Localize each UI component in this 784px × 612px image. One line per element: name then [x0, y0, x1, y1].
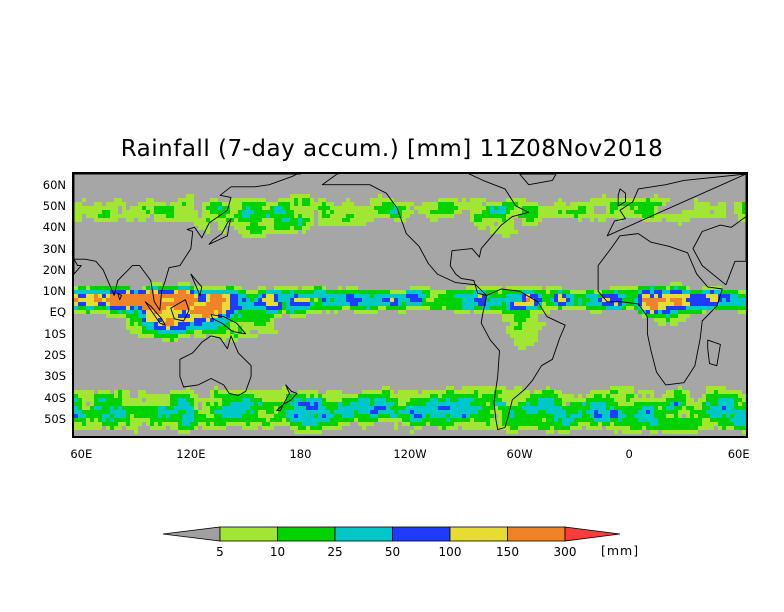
- rainfall-layer: [74, 194, 746, 434]
- colorbar-tick-label: 10: [269, 545, 286, 559]
- colorbar-tick-label: 100: [438, 545, 462, 559]
- lat-label: 30N: [42, 241, 66, 256]
- coastline-greenland: [519, 174, 557, 186]
- coastline-india-lanka: [117, 292, 122, 301]
- coastline-japan: [208, 218, 232, 245]
- coastline-new-guinea: [210, 314, 247, 335]
- colorbar-high-triangle: [564, 526, 621, 542]
- coastline-south-america: [480, 288, 566, 431]
- colorbar-unit: [mm]: [601, 543, 640, 558]
- lon-label: 60E: [727, 447, 750, 461]
- lat-label: 10N: [42, 284, 66, 299]
- coastline-uk: [617, 188, 626, 207]
- lon-label: 60W: [506, 447, 533, 461]
- colorbar-segment: [449, 526, 508, 542]
- colorbar-segment: [507, 526, 566, 542]
- colorbar-segment: [277, 526, 336, 542]
- lat-label: 50N: [42, 198, 66, 213]
- lon-label: 180: [289, 447, 312, 461]
- lat-label: 40S: [44, 390, 66, 405]
- colorbar-segment: [334, 526, 393, 542]
- coastline-borneo: [170, 299, 190, 322]
- map-title: Rainfall (7-day accum.) [mm] 11Z08Nov201…: [120, 136, 664, 162]
- coastline-north-america: [321, 174, 530, 296]
- coastline-asia-west: [74, 174, 301, 311]
- colorbar-tick-label: 5: [216, 545, 224, 559]
- coastline-philippines: [190, 273, 203, 296]
- colorbar-segment: [392, 526, 451, 542]
- coastline-africa: [597, 233, 723, 386]
- rainfall-map: [74, 174, 746, 434]
- land-layer: [74, 174, 746, 431]
- lat-label: EQ: [49, 305, 66, 320]
- lat-label: 10S: [44, 326, 66, 341]
- colorbar-tick-label: 25: [327, 545, 343, 559]
- colorbar-tick-label: 50: [384, 545, 401, 559]
- map-frame: [72, 172, 748, 438]
- lat-label: 60N: [42, 177, 66, 192]
- lat-label: 20S: [44, 348, 66, 363]
- lon-label: 120W: [393, 447, 427, 461]
- lat-label: 40N: [42, 220, 66, 235]
- coastline-australia: [179, 335, 252, 396]
- coastline-new-zealand: [276, 384, 298, 411]
- lon-label: 120E: [176, 447, 206, 461]
- lat-label: 50S: [44, 411, 66, 426]
- coastline-madagascar-b: [707, 339, 721, 367]
- lon-label: 0: [625, 447, 633, 461]
- coastline-europe-asia: [606, 174, 746, 286]
- coastline-arabia-east: [74, 258, 82, 275]
- colorbar-segment: [219, 526, 278, 542]
- colorbar-tick-label: 300: [553, 545, 577, 559]
- colorbar: [162, 526, 621, 542]
- lon-label: 60E: [70, 447, 93, 461]
- lat-label: 30S: [44, 369, 66, 384]
- lat-label: 20N: [42, 262, 66, 277]
- coastline-sumatra: [144, 301, 166, 326]
- colorbar-low-triangle: [162, 526, 221, 542]
- colorbar-tick-label: 150: [496, 545, 519, 559]
